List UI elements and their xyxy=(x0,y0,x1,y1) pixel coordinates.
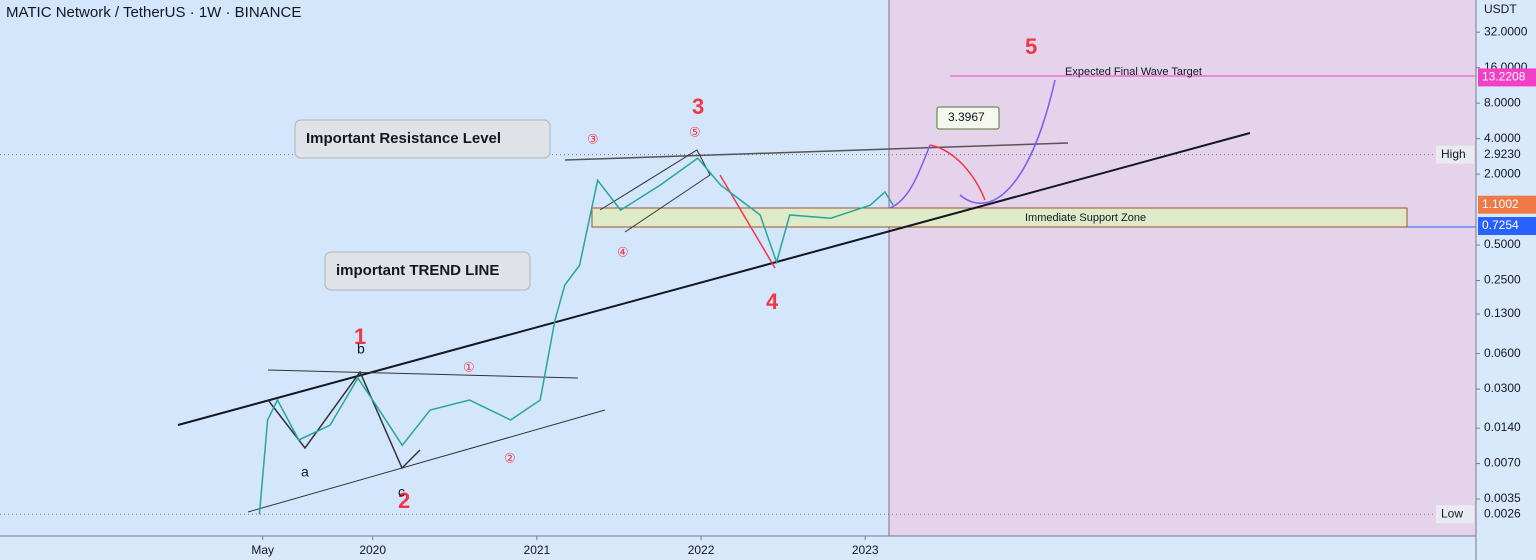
y-tick-label: 0.5000 xyxy=(1484,237,1521,251)
callout xyxy=(324,251,531,291)
sub-wave: b xyxy=(357,341,365,357)
x-tick-label: 2021 xyxy=(524,543,551,557)
y-tick-label: 0.0035 xyxy=(1484,491,1521,505)
y-tick-label: 32.0000 xyxy=(1484,24,1528,38)
wave-path xyxy=(267,370,421,470)
resistance-line xyxy=(564,142,1069,161)
symbol-title: MATIC Network / TetherUS · 1W · BINANCE xyxy=(6,4,301,21)
projection xyxy=(889,144,931,209)
circled-wave: ② xyxy=(504,450,516,465)
callout-text: Important Resistance Level xyxy=(306,130,501,147)
x-tick-label: 2020 xyxy=(359,543,386,557)
price-badge xyxy=(1478,217,1536,236)
sub-wave: a xyxy=(301,464,309,480)
y-tick-label: 2.0000 xyxy=(1484,166,1521,180)
y-tick-label: 0.0070 xyxy=(1484,456,1521,470)
wave-label: 1 xyxy=(354,324,366,349)
wave-label: 2 xyxy=(398,488,410,513)
zone-text: Immediate Support Zone xyxy=(1025,212,1146,224)
y-tick-label: 0.0300 xyxy=(1484,381,1521,395)
target-text: Expected Final Wave Target xyxy=(1065,66,1202,78)
y-tick-label: 0.1300 xyxy=(1484,306,1521,320)
price-badge-label: 13.2208 xyxy=(1482,70,1526,84)
price-axis xyxy=(1476,0,1536,560)
wave-label: 4 xyxy=(766,289,779,314)
sub-wave: c xyxy=(398,484,405,500)
price-badge-label: 0.7254 xyxy=(1482,218,1519,232)
marker-label: 2.9230 xyxy=(1484,147,1521,161)
support-zone xyxy=(591,207,1408,228)
wave-label: 3 xyxy=(692,94,704,119)
y-tick-label: 4.0000 xyxy=(1484,131,1521,145)
unit: USDT xyxy=(1484,2,1517,16)
circled-wave: ④ xyxy=(617,244,629,259)
marker-tag xyxy=(1436,505,1474,524)
circled-wave: ⑤ xyxy=(689,124,701,139)
time-axis xyxy=(0,536,1476,560)
price-badge xyxy=(1478,68,1536,87)
y-tick-label: 0.0600 xyxy=(1484,346,1521,360)
y-tick-label: 8.0000 xyxy=(1484,95,1521,109)
forecast-region xyxy=(889,0,1476,536)
x-tick-label: 2022 xyxy=(688,543,715,557)
projection xyxy=(959,79,1056,204)
channel-line xyxy=(267,369,579,379)
wedge xyxy=(599,149,711,233)
y-tick-label: 0.2500 xyxy=(1484,273,1521,287)
wave-label: 5 xyxy=(1025,34,1037,59)
callout xyxy=(294,119,551,159)
callout-text: important TREND LINE xyxy=(336,262,499,279)
x-tick-label: May xyxy=(251,543,274,557)
projection xyxy=(929,144,986,201)
marker-tag xyxy=(1436,145,1474,164)
circled-wave: ③ xyxy=(587,131,599,146)
y-tick-label: 0.0140 xyxy=(1484,420,1521,434)
price-badge xyxy=(1478,195,1536,214)
price-badge-label: 1.1002 xyxy=(1482,197,1519,211)
marker-name: High xyxy=(1441,147,1466,161)
marker-label: 0.0026 xyxy=(1484,506,1521,520)
marker-name: Low xyxy=(1441,506,1463,520)
price-line xyxy=(258,157,894,515)
arrow xyxy=(719,174,776,269)
circled-wave: ① xyxy=(463,359,475,374)
channel-line xyxy=(247,409,606,513)
callout xyxy=(936,106,1000,130)
x-tick-label: 2023 xyxy=(852,543,879,557)
callout-text: 3.3967 xyxy=(948,110,985,124)
